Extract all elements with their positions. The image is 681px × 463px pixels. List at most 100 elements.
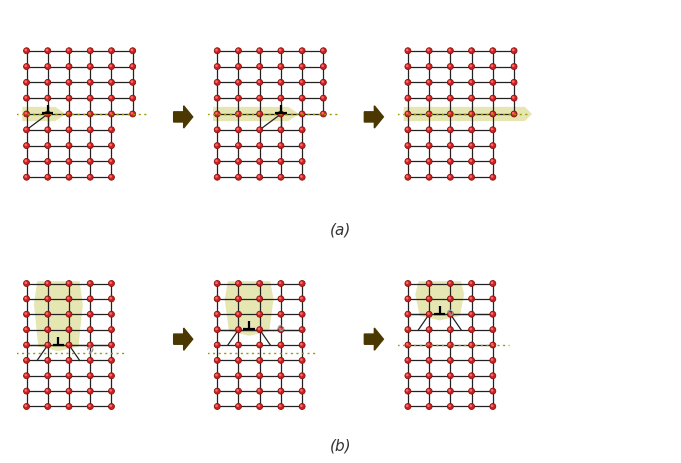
Circle shape [405, 95, 411, 101]
Circle shape [512, 49, 515, 51]
Circle shape [491, 80, 494, 83]
Circle shape [405, 311, 411, 317]
Circle shape [108, 281, 114, 287]
Circle shape [448, 144, 451, 146]
Circle shape [108, 95, 114, 101]
Circle shape [236, 112, 239, 114]
Circle shape [426, 79, 432, 85]
Circle shape [108, 63, 114, 69]
Circle shape [427, 389, 430, 392]
Circle shape [469, 281, 475, 287]
Circle shape [405, 404, 411, 409]
Circle shape [406, 80, 409, 83]
Circle shape [406, 358, 409, 361]
Circle shape [88, 96, 91, 99]
Circle shape [491, 159, 494, 162]
Circle shape [469, 388, 475, 394]
Circle shape [257, 128, 260, 131]
Circle shape [45, 311, 51, 317]
Circle shape [215, 388, 220, 394]
Circle shape [405, 296, 411, 302]
Circle shape [278, 79, 284, 85]
Circle shape [491, 282, 494, 284]
Circle shape [45, 158, 51, 164]
Circle shape [215, 312, 218, 315]
Circle shape [131, 112, 133, 114]
Circle shape [215, 327, 218, 330]
Circle shape [25, 358, 27, 361]
Circle shape [299, 95, 305, 101]
Text: (a): (a) [330, 222, 351, 237]
Circle shape [299, 373, 305, 379]
Circle shape [469, 297, 472, 300]
Circle shape [279, 312, 281, 315]
Circle shape [25, 297, 27, 300]
Circle shape [278, 63, 284, 69]
Circle shape [447, 296, 454, 302]
Circle shape [45, 373, 51, 379]
Circle shape [88, 358, 91, 361]
Circle shape [215, 112, 218, 114]
Circle shape [257, 111, 263, 117]
Circle shape [491, 358, 494, 361]
Circle shape [490, 158, 496, 164]
Circle shape [46, 159, 48, 162]
Circle shape [405, 63, 411, 69]
Circle shape [512, 96, 515, 99]
Circle shape [257, 174, 263, 180]
Circle shape [426, 63, 432, 69]
Circle shape [490, 95, 496, 101]
Circle shape [25, 96, 27, 99]
Circle shape [469, 358, 472, 361]
Circle shape [469, 404, 472, 407]
Circle shape [320, 48, 326, 54]
Circle shape [257, 143, 263, 149]
Circle shape [279, 297, 281, 300]
Circle shape [236, 174, 242, 180]
Circle shape [87, 127, 93, 133]
Circle shape [45, 79, 51, 85]
Circle shape [66, 327, 72, 332]
Circle shape [491, 404, 494, 407]
Circle shape [257, 175, 260, 178]
Circle shape [67, 80, 69, 83]
Circle shape [87, 357, 93, 363]
Circle shape [299, 357, 305, 363]
Circle shape [300, 327, 303, 330]
Circle shape [87, 143, 93, 149]
Circle shape [215, 158, 220, 164]
Circle shape [490, 111, 496, 117]
Circle shape [278, 342, 284, 348]
Circle shape [66, 373, 72, 379]
Circle shape [279, 128, 281, 131]
Circle shape [236, 79, 242, 85]
Circle shape [469, 143, 475, 149]
Circle shape [447, 281, 454, 287]
Circle shape [215, 79, 220, 85]
Circle shape [46, 144, 48, 146]
Circle shape [215, 404, 218, 407]
Circle shape [491, 49, 494, 51]
Circle shape [299, 111, 305, 117]
Circle shape [279, 80, 281, 83]
Circle shape [321, 64, 324, 67]
Circle shape [448, 282, 451, 284]
Circle shape [215, 281, 220, 287]
Circle shape [215, 128, 218, 131]
Circle shape [447, 111, 454, 117]
Circle shape [66, 296, 72, 302]
Circle shape [447, 48, 454, 54]
Circle shape [490, 143, 496, 149]
Circle shape [236, 63, 242, 69]
Circle shape [278, 296, 284, 302]
Circle shape [299, 174, 305, 180]
Circle shape [469, 80, 472, 83]
Circle shape [88, 49, 91, 51]
Circle shape [215, 63, 220, 69]
Circle shape [300, 389, 303, 392]
Circle shape [67, 96, 69, 99]
Circle shape [427, 49, 430, 51]
Circle shape [25, 112, 27, 114]
Circle shape [24, 311, 29, 317]
Circle shape [46, 282, 48, 284]
